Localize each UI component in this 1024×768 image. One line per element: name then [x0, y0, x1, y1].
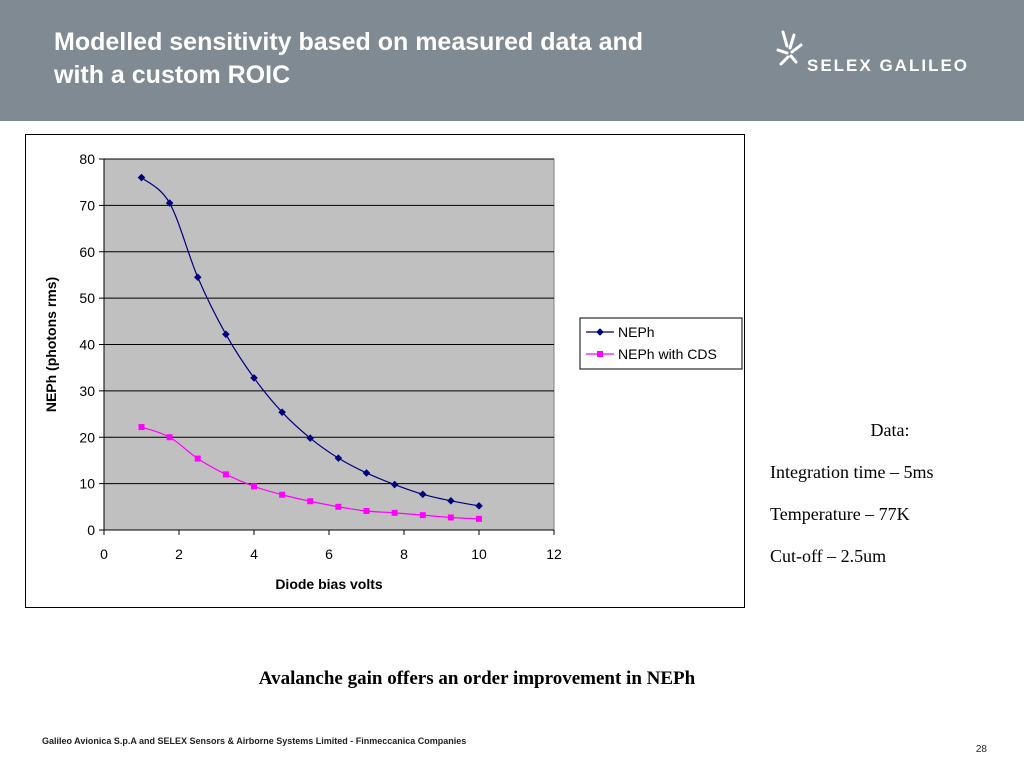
y-tick-label: 60: [79, 244, 95, 260]
y-tick-label: 10: [79, 476, 95, 492]
data-info-box: Data: Integration time – 5ms Temperature…: [770, 418, 1010, 586]
x-tick-label: 10: [471, 546, 487, 562]
legend-marker-neph-with-cds: [597, 351, 603, 357]
data-point-neph-with-cds: [419, 512, 426, 519]
y-tick-label: 70: [79, 197, 95, 213]
data-point-neph: [165, 199, 174, 207]
x-tick-label: 4: [250, 546, 258, 562]
data-point-neph: [278, 408, 286, 417]
data-point-neph: [475, 502, 483, 510]
x-tick-label: 8: [400, 546, 408, 562]
temperature: Temperature – 77K: [770, 504, 910, 524]
data-point-neph: [306, 434, 315, 442]
legend-label-neph-with-cds: NEPh with CDS: [618, 346, 717, 362]
data-point-neph: [390, 480, 399, 489]
y-tick-label: 0: [87, 522, 95, 538]
data-heading: Data:: [870, 420, 910, 440]
data-point-neph-with-cds: [391, 509, 398, 516]
legend-box: [579, 317, 743, 370]
data-point-neph-with-cds: [476, 515, 482, 522]
x-tick-label: 6: [325, 546, 333, 562]
slide-title: Modelled sensitivity based on measured d…: [54, 26, 754, 92]
data-point-neph: [222, 330, 230, 339]
line-chart: 0 10 20 30 40 50 60 70 80 0 2 4 6 8 10 12 Diode bias vol…: [43, 151, 743, 592]
slide-caption: Avalanche gain offers an order improveme…: [258, 668, 696, 689]
data-point-neph-with-cds: [335, 503, 342, 510]
data-point-neph: [447, 496, 455, 505]
selex-galileo-logo: SELEX GALILEO: [774, 28, 1014, 78]
x-tick-label: 12: [546, 546, 562, 562]
x-tick-label: 2: [175, 546, 183, 562]
data-point-neph: [250, 374, 258, 382]
data-point-neph-with-cds: [166, 434, 173, 441]
legend-marker-neph: [596, 328, 604, 336]
y-tick-label: 30: [79, 383, 95, 399]
y-tick-label: 20: [79, 429, 95, 445]
data-point-neph-with-cds: [138, 424, 145, 431]
data-point-neph: [334, 454, 343, 462]
data-point-neph: [362, 469, 371, 477]
slide-header: Modelled sensitivity based on measured d…: [0, 0, 1024, 121]
chart-area: 0 10 20 30 40 50 60 70 80 0 2 4 6 8 10 12 Diode bias vol…: [25, 134, 745, 608]
data-point-neph-with-cds: [194, 455, 201, 462]
cut-off: Cut-off – 2.5um: [770, 546, 887, 566]
data-point-neph-with-cds: [307, 498, 314, 505]
footer-text: Galileo Avionica S.p.A and SELEX Sensors…: [42, 736, 467, 746]
x-axis-label: Diode bias volts: [275, 576, 383, 592]
data-point-neph-with-cds: [279, 491, 286, 498]
data-point-neph-with-cds: [251, 483, 257, 490]
data-point-neph: [137, 173, 146, 182]
y-axis-label: NEPh (photons rms): [43, 277, 59, 412]
data-point-neph: [193, 273, 202, 282]
y-tick-label: 50: [79, 290, 95, 306]
x-tick-label: 0: [100, 546, 108, 562]
data-point-neph: [418, 490, 427, 499]
y-tick-label: 40: [79, 337, 95, 353]
y-tick-label: 80: [79, 151, 95, 167]
slide-title-line-1: Modelled sensitivity based on measured d…: [54, 28, 644, 56]
data-point-neph-with-cds: [363, 507, 370, 514]
data-point-neph-with-cds: [222, 471, 229, 478]
data-point-neph-with-cds: [447, 514, 454, 521]
legend-label-neph: NEPh: [618, 324, 655, 340]
logo-wordmark: SELEX GALILEO: [807, 56, 970, 75]
integration-time: Integration time – 5ms: [770, 462, 934, 482]
logo-swirl-icon: [776, 30, 803, 66]
slide-title-line-2: with a custom ROIC: [54, 61, 291, 89]
page-number: 28: [975, 744, 987, 755]
